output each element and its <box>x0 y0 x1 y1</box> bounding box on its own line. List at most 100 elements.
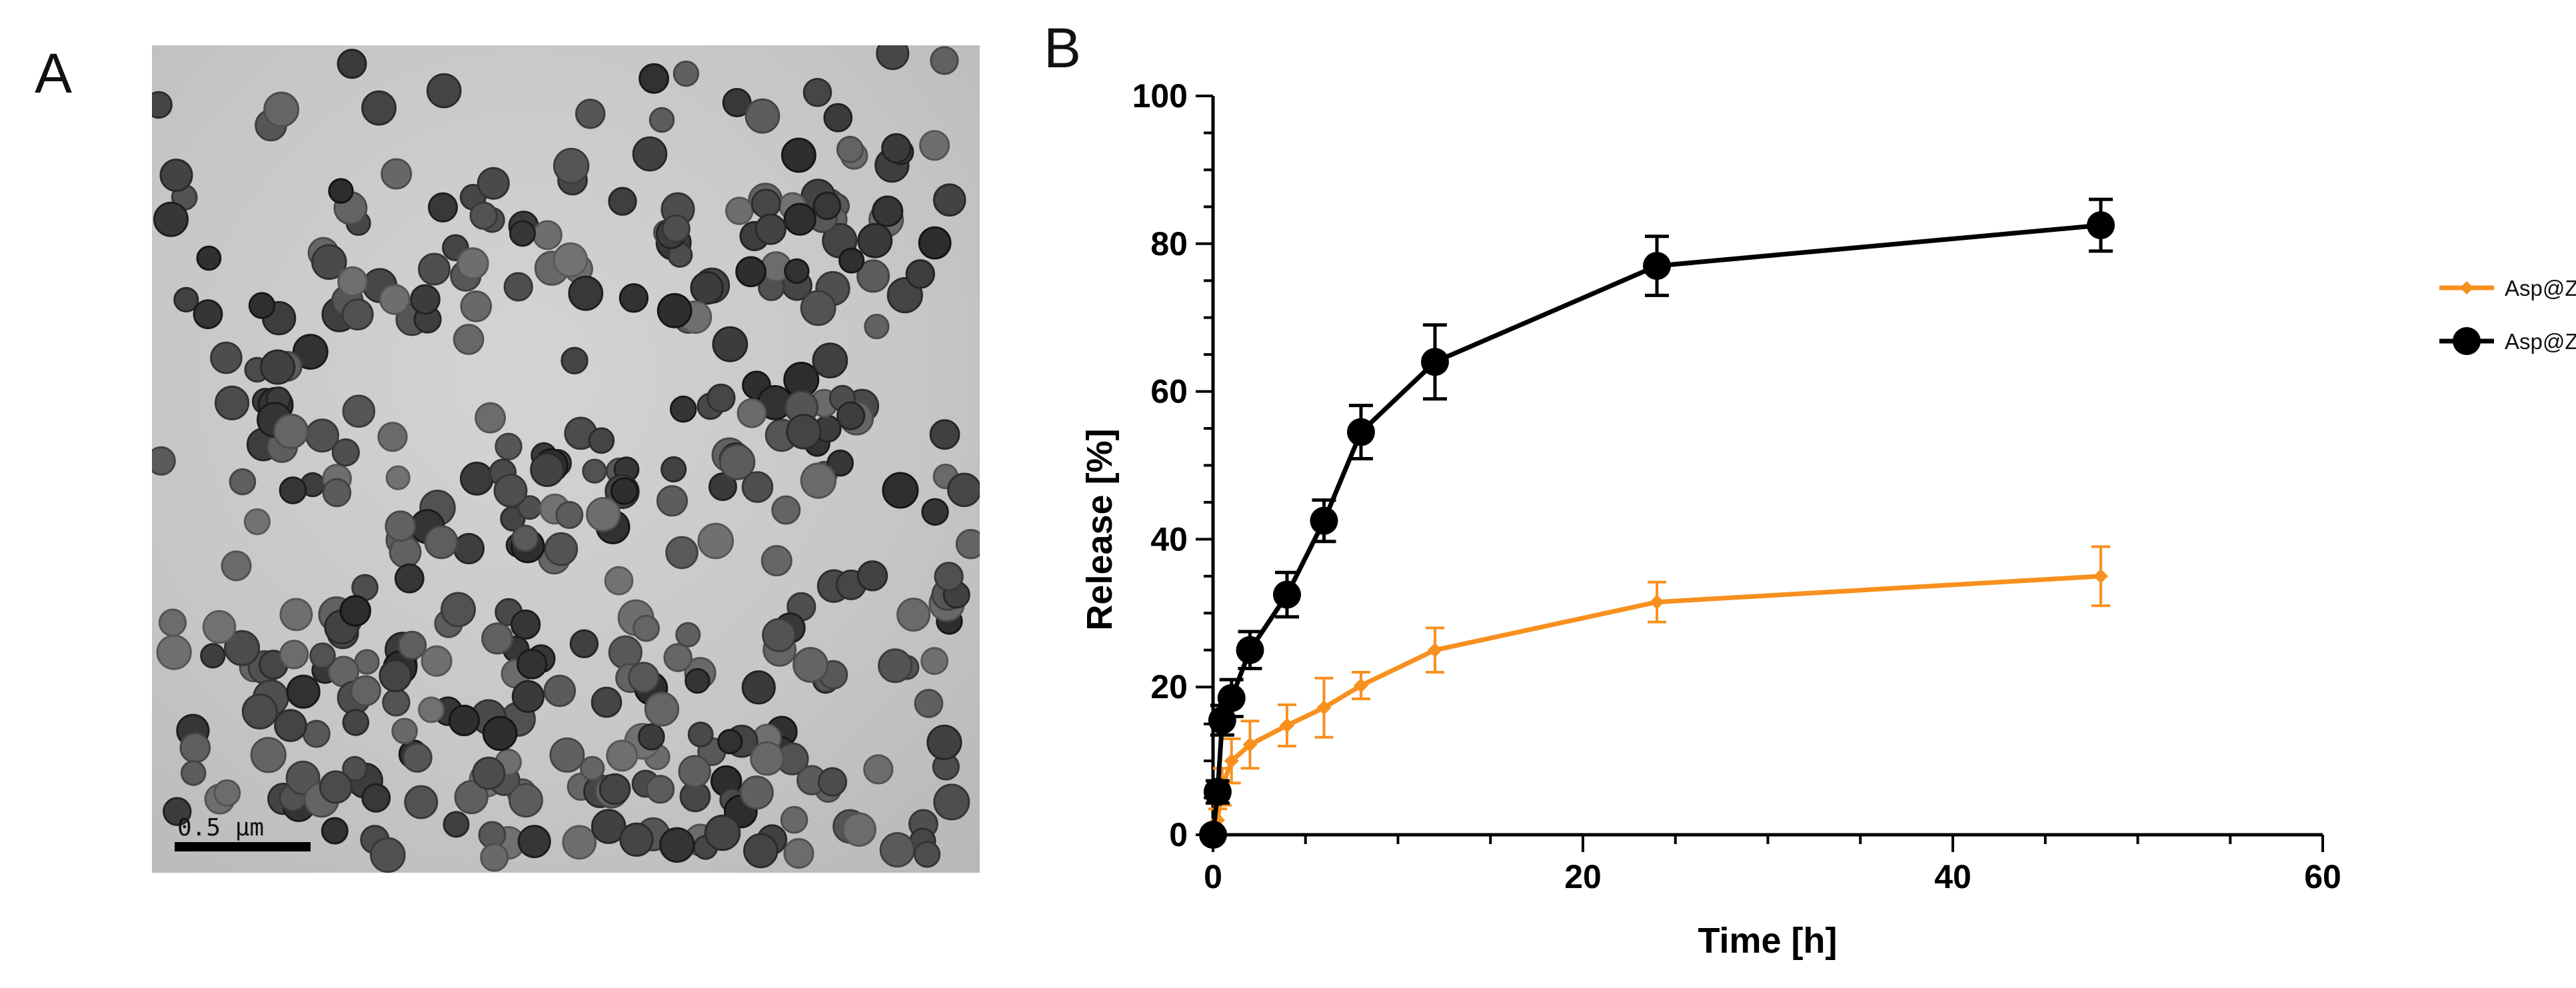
nanoparticle <box>448 704 480 737</box>
nanoparticle <box>913 841 941 868</box>
nanoparticle <box>370 837 406 873</box>
nanoparticle <box>611 477 639 505</box>
nanoparticle-cluster <box>152 45 980 873</box>
nanoparticle <box>921 498 949 526</box>
nanoparticle <box>656 292 692 328</box>
data-point <box>1643 252 1671 280</box>
nanoparticle <box>955 529 980 560</box>
chart-legend: Asp@ZnO-NPs (pH 7.4) Asp@ZnO-NPs (pH 5.5) <box>2439 276 2576 355</box>
data-point <box>1224 753 1239 769</box>
nanoparticle <box>690 271 724 305</box>
nanoparticle <box>783 203 816 236</box>
nanoparticle <box>717 729 743 755</box>
x-tick-label: 20 <box>1564 858 1602 895</box>
nanoparticle <box>153 201 189 237</box>
data-point <box>1310 506 1338 535</box>
nanoparticle <box>812 191 842 221</box>
nanoparticle <box>337 49 367 79</box>
nanoparticle <box>739 775 774 810</box>
nanoparticle <box>503 272 533 302</box>
nanoparticle <box>704 814 741 851</box>
nanoparticle <box>493 474 528 508</box>
nanoparticle <box>248 292 276 319</box>
data-point <box>1273 580 1301 609</box>
nanoparticle <box>544 532 579 566</box>
panel-a-label: A <box>35 42 73 105</box>
nanoparticle <box>319 770 353 804</box>
nanoparticle <box>876 45 910 71</box>
nanoparticle <box>896 598 931 632</box>
nanoparticle <box>472 756 506 790</box>
data-point <box>1354 678 1368 693</box>
nanoparticle <box>309 642 336 670</box>
nanoparticle <box>418 252 451 286</box>
nanoparticle <box>604 566 634 596</box>
nanoparticle <box>152 91 173 119</box>
data-point <box>1236 636 1264 664</box>
nanoparticle <box>722 88 752 117</box>
nanoparticle <box>947 472 980 508</box>
y-tick-label: 100 <box>1132 77 1188 115</box>
nanoparticle <box>260 349 296 385</box>
legend-label: Asp@ZnO-NPs (pH 7.4) <box>2505 276 2576 300</box>
data-point <box>2093 568 2108 584</box>
nanoparticle <box>477 167 510 200</box>
nanoparticle <box>331 438 360 467</box>
nanoparticle <box>480 843 509 872</box>
nanoparticle <box>628 662 660 694</box>
x-axis-title: Time [h] <box>1698 921 1837 961</box>
nanoparticle <box>881 133 912 164</box>
nanoparticle <box>350 675 381 707</box>
nanoparticle <box>569 629 599 658</box>
nanoparticle <box>213 779 241 807</box>
nanoparticle <box>639 63 669 94</box>
nanoparticle <box>163 797 192 826</box>
nanoparticle <box>180 760 207 786</box>
nanoparticle <box>879 832 915 868</box>
nanoparticle <box>882 472 919 509</box>
legend-label: Asp@ZnO-NPs (pH 5.5) <box>2505 329 2576 354</box>
nanoparticle <box>838 247 865 274</box>
nanoparticle <box>786 414 822 450</box>
nanoparticle <box>159 159 193 193</box>
nanoparticle <box>736 398 767 428</box>
nanoparticle <box>543 674 577 708</box>
y-tick-label: 20 <box>1150 668 1188 706</box>
nanoparticle <box>771 495 801 525</box>
data-point <box>1203 777 1232 806</box>
legend-entry: Asp@ZnO-NPs (pH 7.4) <box>2439 276 2576 300</box>
nanoparticle <box>669 395 697 423</box>
nanoparticle <box>337 266 368 297</box>
nanoparticle <box>842 812 876 847</box>
nanoparticle <box>561 346 589 374</box>
nanoparticle <box>857 223 893 258</box>
nanoparticle <box>292 334 329 370</box>
nanoparticle <box>588 427 615 454</box>
chart-axes <box>1211 96 2323 837</box>
micrograph-image: 0.5 μm <box>152 45 980 873</box>
nanoparticle <box>342 394 376 428</box>
nanoparticle <box>930 46 959 75</box>
nanoparticle <box>632 136 668 172</box>
nanoparticle <box>250 737 287 773</box>
series-group <box>1204 545 2110 842</box>
nanoparticle <box>856 560 888 592</box>
nanoparticle <box>404 785 439 819</box>
data-point <box>1650 594 1664 610</box>
nanoparticle <box>210 341 243 374</box>
nanoparticle <box>741 670 776 705</box>
data-point <box>1199 821 1227 849</box>
nanoparticle <box>920 647 948 676</box>
nanoparticle <box>750 741 784 776</box>
nanoparticle <box>606 740 639 772</box>
data-point <box>1421 348 1449 376</box>
nanoparticle <box>418 696 445 724</box>
nanoparticle <box>555 501 584 529</box>
nanoparticle <box>481 622 514 655</box>
nanoparticle <box>152 446 176 476</box>
nanoparticle <box>929 419 960 450</box>
nanoparticle <box>905 259 936 289</box>
series-line <box>1210 223 2101 835</box>
nanoparticle <box>509 220 536 247</box>
